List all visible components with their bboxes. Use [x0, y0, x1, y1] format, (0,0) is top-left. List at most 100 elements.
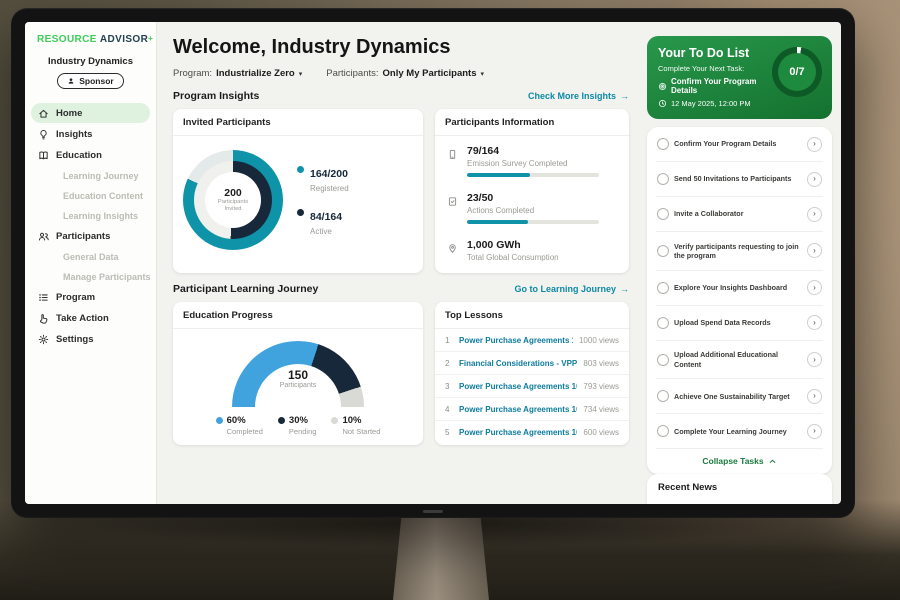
dashboard-screen: RESOURCE ADVISOR+ Industry Dynamics Spons… — [25, 22, 841, 504]
sidebar-item-manage-participants[interactable]: Manage Participants — [31, 267, 151, 286]
check-more-insights-link[interactable]: Check More Insights → — [528, 91, 629, 101]
sidebar-item-label: Insights — [56, 128, 93, 140]
program-dropdown[interactable]: Program: Industrialize Zero ▾ — [173, 68, 302, 79]
logo-advisor: ADVISOR — [99, 34, 149, 45]
participants-filter-value: Only My Participants — [382, 68, 477, 79]
go-to-learning-journey-link[interactable]: Go to Learning Journey → — [514, 284, 629, 294]
progress-bar — [467, 173, 599, 177]
info-value: 23/50 — [467, 192, 494, 204]
logo-plus: + — [148, 34, 154, 43]
section-title-program-insights: Program Insights — [173, 90, 260, 102]
task-checkbox[interactable] — [657, 208, 669, 220]
sidebar-item-education[interactable]: Education — [31, 145, 150, 165]
chevron-right-icon[interactable]: › — [807, 315, 822, 331]
page-title: Welcome, Industry Dynamics — [173, 36, 451, 58]
sidebar-item-label: Education — [56, 149, 102, 161]
task-row[interactable]: Explore Your Insights Dashboard › — [656, 271, 823, 306]
task-row[interactable]: Upload Spend Data Records › — [656, 306, 823, 341]
task-row[interactable]: Complete Your Learning Journey › — [656, 414, 823, 450]
lesson-link[interactable]: Power Purchase Agreements 101 — [459, 381, 578, 391]
lesson-row[interactable]: 3 Power Purchase Agreements 101 793 view… — [435, 375, 629, 398]
sponsor-badge: Sponsor — [57, 73, 124, 89]
lesson-row[interactable]: 4 Power Purchase Agreements 102 734 view… — [435, 398, 629, 421]
todo-progress-ring: 0/7 — [772, 47, 822, 97]
survey-icon — [447, 147, 458, 159]
lesson-link[interactable]: Financial Considerations - VPPAs — [459, 358, 578, 368]
invited-donut-outer: 200 Participants Invited — [183, 150, 283, 250]
app-logo: RESOURCE ADVISOR+ — [25, 34, 156, 45]
sidebar-item-home[interactable]: Home — [31, 103, 150, 123]
sidebar-item-insights[interactable]: Insights — [31, 124, 150, 144]
todo-progress-text: 0/7 — [789, 66, 805, 78]
task-row[interactable]: Invite a Collaborator › — [656, 197, 823, 232]
chevron-right-icon[interactable]: › — [807, 280, 822, 296]
sidebar-item-learning-insights[interactable]: Learning Insights — [31, 206, 150, 225]
monitor-power-led — [423, 510, 443, 513]
sidebar-item-learning-journey[interactable]: Learning Journey — [31, 166, 150, 185]
todo-due-date: 12 May 2025, 12:00 PM — [658, 99, 821, 108]
todo-panel: Your To Do List Complete Your Next Task:… — [643, 22, 841, 504]
chevron-down-icon: ▾ — [298, 70, 303, 78]
todo-next-task: Confirm Your Program Details — [658, 77, 821, 95]
location-pin-icon — [447, 241, 458, 254]
legend-label: Active — [310, 227, 332, 236]
task-row[interactable]: Send 50 Invitations to Participants › — [656, 162, 823, 197]
target-icon — [658, 82, 667, 91]
legend-dot — [331, 417, 339, 424]
chevron-right-icon[interactable]: › — [807, 171, 822, 187]
program-filter-value: Industrialize Zero — [216, 68, 295, 79]
logo-resource: RESOURCE — [37, 34, 97, 45]
task-checkbox[interactable] — [657, 390, 669, 403]
lesson-link[interactable]: Power Purchase Agreements 103 — [459, 427, 578, 437]
task-row[interactable]: Upload Additional Educational Content › — [656, 341, 823, 380]
task-checkbox[interactable] — [657, 425, 669, 438]
arrow-right-icon: → — [620, 284, 629, 294]
task-checkbox[interactable] — [657, 244, 669, 257]
chevron-right-icon[interactable]: › — [807, 206, 822, 222]
lesson-row[interactable]: 1 Power Purchase Agreements 101 1000 vie… — [435, 329, 629, 352]
legend-value: 164/200 — [310, 168, 348, 180]
sidebar-item-label: Home — [56, 107, 83, 119]
link-label: Go to Learning Journey — [514, 284, 616, 294]
task-checkbox[interactable] — [657, 316, 669, 329]
info-value: 1,000 GWh — [467, 239, 521, 251]
collapse-tasks-link[interactable]: Collapse Tasks — [656, 449, 823, 474]
legend-dot — [297, 209, 304, 216]
sidebar: RESOURCE ADVISOR+ Industry Dynamics Spons… — [25, 22, 157, 504]
task-row[interactable]: Confirm Your Program Details › — [656, 127, 823, 162]
sidebar-item-participants[interactable]: Participants — [31, 226, 150, 246]
task-row[interactable]: Achieve One Sustainability Target › — [656, 379, 823, 415]
card-title: Education Progress — [173, 302, 423, 329]
sidebar-item-settings[interactable]: Settings — [31, 329, 150, 349]
lesson-row[interactable]: 2 Financial Considerations - VPPAs 803 v… — [435, 352, 629, 375]
task-checkbox[interactable] — [657, 353, 669, 366]
gauge-center: 150 Participants — [232, 368, 364, 389]
sidebar-item-education-content[interactable]: Education Content — [31, 186, 150, 205]
participants-dropdown[interactable]: Participants: Only My Participants ▾ — [326, 68, 484, 79]
task-row[interactable]: Verify participants requesting to join t… — [656, 232, 823, 271]
chevron-right-icon[interactable]: › — [807, 243, 822, 259]
chevron-right-icon[interactable]: › — [807, 136, 822, 152]
sponsor-badge-label: Sponsor — [79, 76, 114, 86]
chevron-right-icon[interactable]: › — [807, 388, 822, 404]
sidebar-item-general-data[interactable]: General Data — [31, 247, 150, 266]
lesson-link[interactable]: Power Purchase Agreements 102 — [459, 404, 578, 414]
sidebar-item-program[interactable]: Program — [31, 287, 150, 307]
task-checkbox[interactable] — [657, 173, 669, 185]
sidebar-item-take-action[interactable]: Take Action — [31, 308, 150, 328]
legend-dot — [277, 417, 285, 424]
top-lessons-card: Top Lessons 1 Power Purchase Agreements … — [435, 302, 629, 445]
lesson-link[interactable]: Power Purchase Agreements 101 — [459, 335, 573, 345]
task-checkbox[interactable] — [657, 138, 669, 150]
task-checkbox[interactable] — [657, 281, 669, 294]
card-title: Participants Information — [435, 109, 629, 136]
chevron-right-icon[interactable]: › — [807, 423, 822, 439]
chevron-right-icon[interactable]: › — [807, 352, 822, 368]
lesson-row[interactable]: 5 Power Purchase Agreements 103 600 view… — [445, 427, 619, 437]
invited-donut-center: 200 Participants Invited — [205, 172, 261, 228]
info-row-actions: 23/50 Actions Completed — [435, 183, 629, 230]
monitor-stand — [393, 514, 489, 600]
info-value: 79/164 — [467, 145, 500, 157]
sidebar-item-label: General Data — [63, 251, 119, 262]
recent-news-title: Recent News — [658, 482, 718, 494]
